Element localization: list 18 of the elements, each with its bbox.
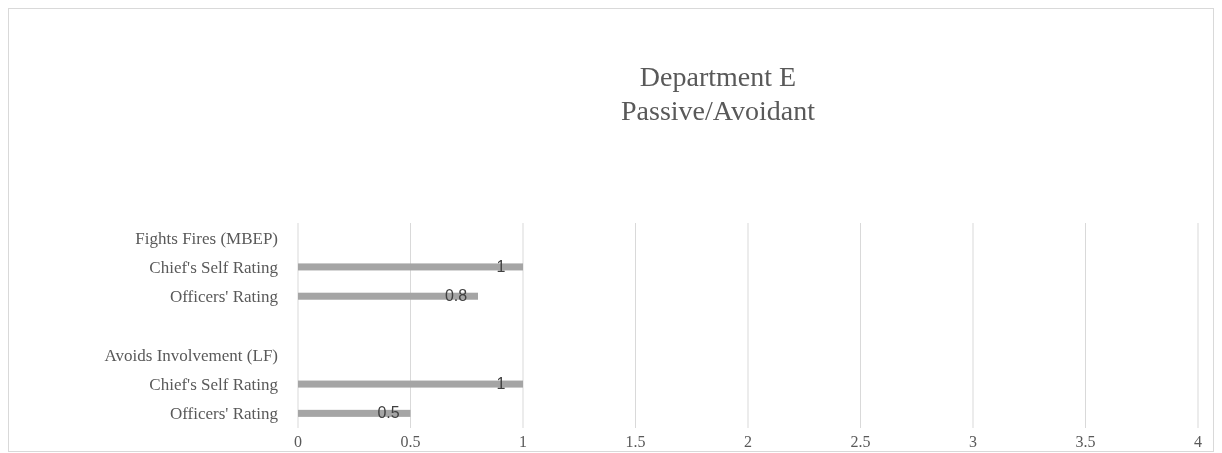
x-tick-label: 1.5 <box>625 433 646 450</box>
x-tick-label: 4 <box>1194 433 1202 450</box>
y-tick-label: Chief's Self Rating <box>149 375 279 395</box>
x-tick-label: 0 <box>294 433 302 450</box>
x-tick-label: 2.5 <box>850 433 871 450</box>
y-tick-label: Avoids Involvement (LF) <box>104 345 278 365</box>
data-label: 1 <box>496 257 506 275</box>
y-tick-label: Officers' Rating <box>169 287 279 307</box>
x-tick-label: 0.5 <box>400 433 421 450</box>
data-label: 1 <box>496 375 506 393</box>
x-tick-label: 2 <box>744 433 752 450</box>
x-tick-label: 1 <box>519 433 527 450</box>
y-tick-label: Chief's Self Rating <box>149 257 279 277</box>
y-tick-label: Fights Fires (MBEP) <box>135 228 278 248</box>
x-tick-label: 3 <box>969 433 977 450</box>
x-tick-label: 3.5 <box>1075 433 1096 450</box>
y-tick-label: Officers' Rating <box>169 404 279 424</box>
chart-title: Department E Passive/Avoidant <box>621 61 816 126</box>
